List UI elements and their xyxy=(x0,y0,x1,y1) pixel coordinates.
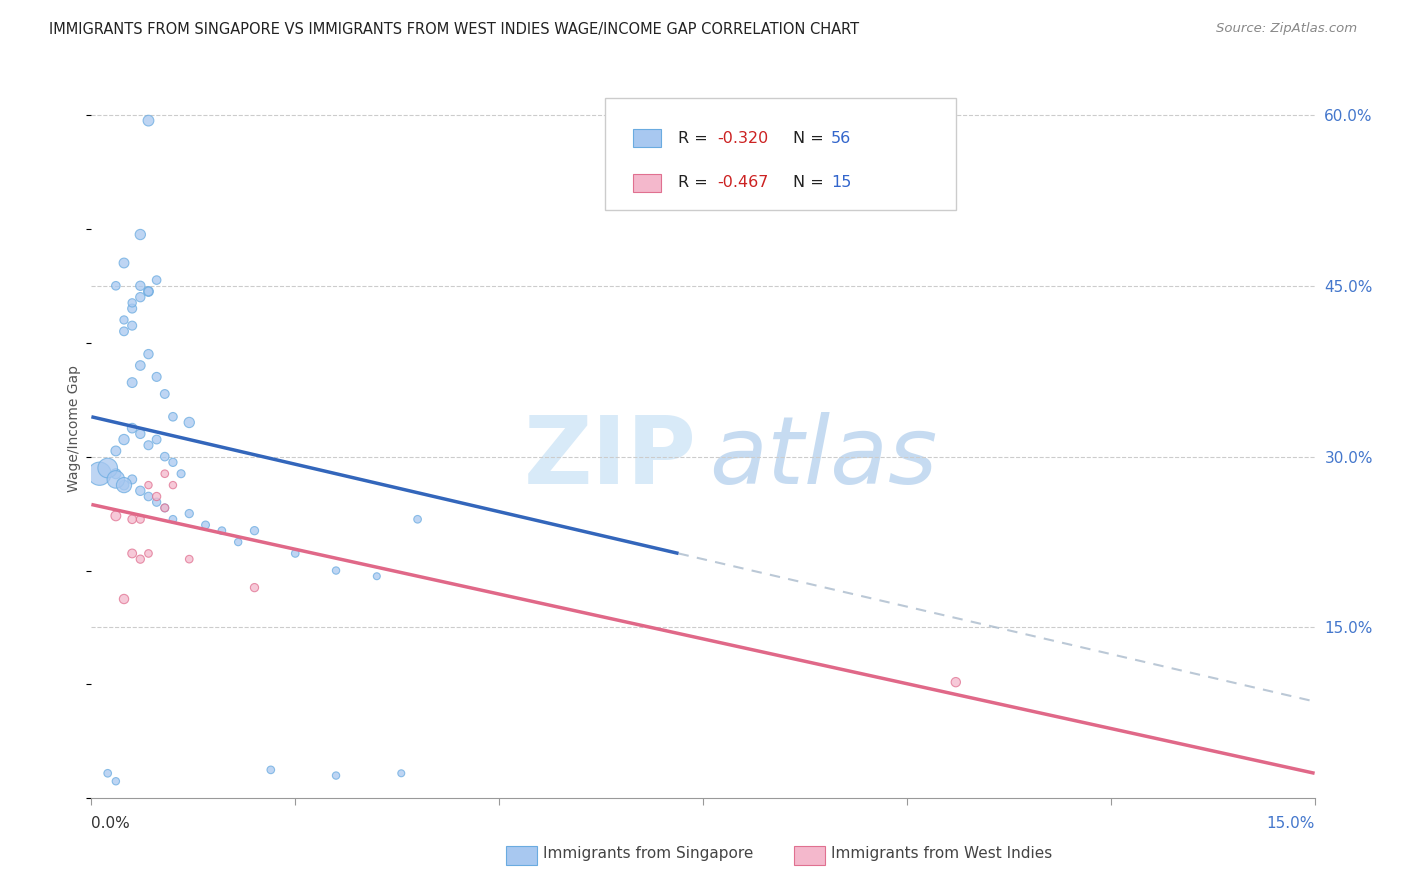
Point xyxy=(112,256,135,270)
Point xyxy=(129,290,152,304)
Point xyxy=(112,478,135,492)
Point xyxy=(170,467,193,481)
Point xyxy=(243,581,266,595)
Point xyxy=(406,512,429,526)
Point xyxy=(145,273,167,287)
Point xyxy=(153,387,176,401)
Text: ZIP: ZIP xyxy=(524,412,697,504)
Point xyxy=(112,478,135,492)
Point xyxy=(179,416,201,430)
Point xyxy=(97,461,120,475)
Point xyxy=(138,285,160,299)
Point xyxy=(145,490,167,504)
Point xyxy=(104,444,127,458)
Point xyxy=(112,433,135,447)
Point xyxy=(121,301,143,316)
Text: 0.0%: 0.0% xyxy=(91,816,131,831)
Point xyxy=(121,296,143,310)
Text: R =: R = xyxy=(678,176,713,190)
Text: N =: N = xyxy=(793,131,830,145)
Point xyxy=(89,467,111,481)
Point xyxy=(138,438,160,452)
Point xyxy=(162,512,184,526)
Point xyxy=(389,766,412,780)
Point xyxy=(211,524,233,538)
Point xyxy=(121,376,143,390)
Text: atlas: atlas xyxy=(709,412,938,503)
Point xyxy=(129,426,152,441)
Point xyxy=(226,535,249,549)
Point xyxy=(153,450,176,464)
Point xyxy=(145,370,167,384)
Text: Immigrants from Singapore: Immigrants from Singapore xyxy=(543,847,754,861)
Point xyxy=(194,518,217,533)
Point xyxy=(138,347,160,361)
Point xyxy=(97,766,120,780)
Point xyxy=(260,763,283,777)
Point xyxy=(179,552,201,566)
Point xyxy=(121,421,143,435)
Point xyxy=(138,546,160,560)
Point xyxy=(104,278,127,293)
Text: N =: N = xyxy=(793,176,830,190)
Point xyxy=(153,500,176,515)
Point xyxy=(104,508,127,523)
Point xyxy=(121,512,143,526)
Text: 15.0%: 15.0% xyxy=(1267,816,1315,831)
Text: -0.467: -0.467 xyxy=(717,176,769,190)
Point xyxy=(129,278,152,293)
Point xyxy=(153,500,176,515)
Point xyxy=(366,569,388,583)
Point xyxy=(121,472,143,486)
Point xyxy=(104,472,127,486)
Point xyxy=(129,512,152,526)
Point xyxy=(138,490,160,504)
Point xyxy=(325,564,347,578)
Point xyxy=(243,524,266,538)
Text: -0.320: -0.320 xyxy=(717,131,768,145)
Point xyxy=(112,313,135,327)
Point xyxy=(162,455,184,469)
Point xyxy=(112,324,135,338)
Point xyxy=(129,483,152,498)
Point xyxy=(162,409,184,424)
Text: Immigrants from West Indies: Immigrants from West Indies xyxy=(831,847,1052,861)
Point xyxy=(284,546,307,560)
Text: 15: 15 xyxy=(831,176,851,190)
Point xyxy=(138,478,160,492)
Point xyxy=(112,592,135,607)
Text: 56: 56 xyxy=(831,131,851,145)
Point xyxy=(162,478,184,492)
Point xyxy=(129,552,152,566)
Point xyxy=(129,359,152,373)
Text: Source: ZipAtlas.com: Source: ZipAtlas.com xyxy=(1216,22,1357,36)
Point xyxy=(325,768,347,782)
Point xyxy=(121,318,143,333)
Point xyxy=(129,227,152,242)
Point xyxy=(121,546,143,560)
Point xyxy=(104,467,127,481)
Point xyxy=(945,675,967,690)
Text: IMMIGRANTS FROM SINGAPORE VS IMMIGRANTS FROM WEST INDIES WAGE/INCOME GAP CORRELA: IMMIGRANTS FROM SINGAPORE VS IMMIGRANTS … xyxy=(49,22,859,37)
Point xyxy=(179,507,201,521)
Text: R =: R = xyxy=(678,131,713,145)
Point xyxy=(145,433,167,447)
Point xyxy=(145,495,167,509)
Y-axis label: Wage/Income Gap: Wage/Income Gap xyxy=(67,365,82,491)
Point xyxy=(104,774,127,789)
Point xyxy=(153,467,176,481)
Point xyxy=(138,285,160,299)
Point xyxy=(138,113,160,128)
